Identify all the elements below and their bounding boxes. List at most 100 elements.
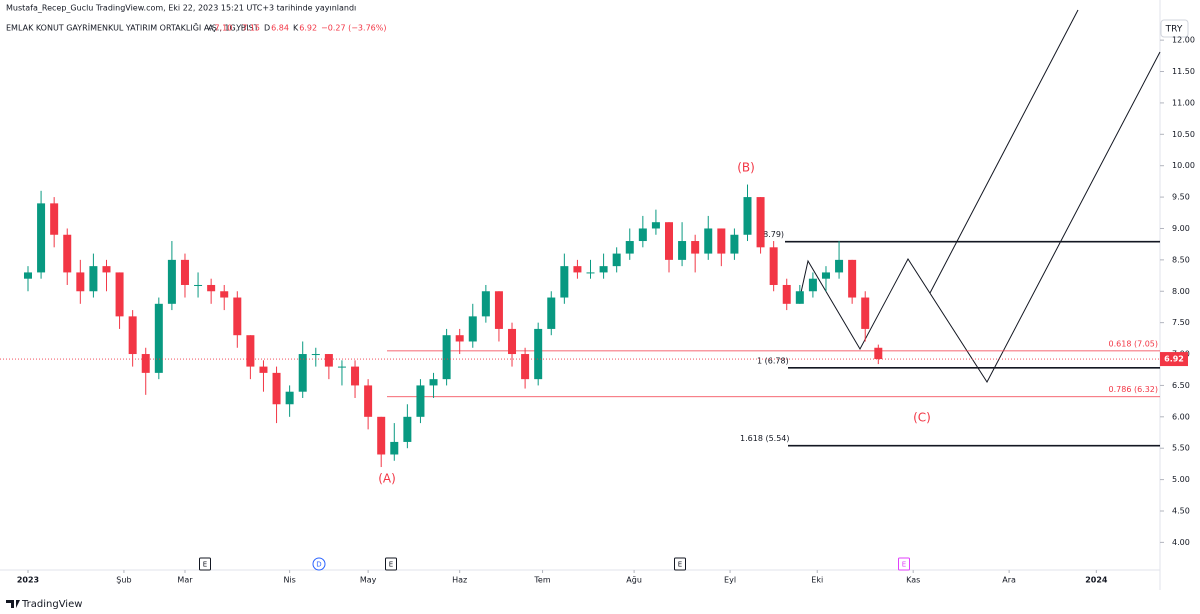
candle-body	[364, 385, 373, 417]
y-tick-label: 10.00	[1172, 161, 1195, 170]
candle-body	[638, 228, 647, 242]
candle-body	[351, 366, 360, 386]
candle-body	[612, 253, 621, 267]
y-tick-label: 12.00	[1172, 36, 1195, 45]
candle-body	[481, 291, 490, 317]
candle-body	[586, 272, 595, 274]
candle-body	[233, 297, 242, 336]
y-tick-label: 7.50	[1172, 318, 1190, 327]
candle-body	[494, 291, 503, 329]
wave-label: (C)	[913, 411, 931, 425]
y-tick-label: 9.50	[1172, 193, 1190, 202]
y-tick-label: 11.50	[1172, 67, 1195, 76]
y-tick-label: 9.00	[1172, 224, 1190, 233]
event-label: E	[678, 561, 682, 569]
candle-body	[743, 197, 752, 235]
candle-body	[455, 335, 464, 342]
symbol: EMLAK KONUT GAYRİMENKUL YATIRIM ORTAKLIĞ…	[6, 22, 259, 33]
event-marker	[898, 557, 910, 571]
fib-label: 1 (6.78)	[757, 356, 789, 365]
wave-label: (A)	[378, 472, 396, 486]
event-marker	[312, 557, 326, 571]
event-label: E	[902, 561, 906, 569]
candle-body	[23, 272, 32, 279]
candle-body	[115, 272, 124, 317]
ohlc-value: 7.15	[242, 24, 260, 33]
fib-label: 1.618 (5.54)	[740, 434, 790, 443]
last-price-tag	[1160, 352, 1188, 367]
y-tick-label: 5.50	[1172, 444, 1190, 453]
ohlc-key: Y	[235, 24, 241, 33]
publisher: Mustafa_Recep_Guclu TradingView.com, Eki…	[6, 4, 356, 13]
candle-body	[782, 284, 791, 304]
ohlc-value: 7.10	[214, 24, 232, 33]
x-tick-label: Ara	[1002, 576, 1016, 585]
x-tick-label: Mar	[177, 576, 193, 585]
candle-body	[534, 328, 543, 380]
fib-label: 0.786 (6.32)	[1109, 385, 1159, 394]
x-tick-label: Eyl	[724, 576, 736, 585]
candle-body	[468, 316, 477, 342]
candle-body	[808, 278, 817, 292]
x-tick-label: 2024	[1085, 576, 1108, 585]
candle-body	[835, 259, 844, 273]
candle-body	[547, 297, 556, 329]
candle-body	[337, 366, 346, 368]
candle-body	[89, 266, 98, 292]
candle-body	[50, 203, 59, 235]
ohlc-value: 6.84	[271, 24, 289, 33]
currency-box	[1160, 19, 1189, 38]
candle-body	[521, 354, 530, 380]
event-label: E	[203, 561, 207, 569]
candle-body	[259, 366, 268, 373]
y-tick-label: 4.50	[1172, 506, 1190, 515]
y-tick-label: 4.00	[1172, 538, 1190, 547]
candle-body	[730, 234, 739, 254]
candle-body	[416, 385, 425, 417]
x-tick-label: Eki	[811, 576, 823, 585]
candle-body	[194, 284, 203, 286]
candle-body	[664, 222, 673, 260]
y-tick-label: 8.00	[1172, 287, 1190, 296]
x-tick-label: Haz	[452, 576, 467, 585]
y-tick-label: 10.50	[1172, 130, 1195, 139]
ohlc-key: K	[293, 24, 299, 33]
brand: TradingView	[21, 599, 82, 610]
candle-body	[76, 272, 85, 292]
candle-body	[180, 259, 189, 285]
projection-line	[929, 9, 1079, 294]
candle-body	[167, 259, 176, 304]
candle-body	[704, 228, 713, 254]
x-tick-label: Kas	[906, 576, 920, 585]
candle-body	[403, 416, 412, 442]
candle-body	[141, 354, 150, 373]
candle-body	[756, 197, 765, 248]
candle-body	[390, 441, 399, 455]
event-label: E	[389, 561, 393, 569]
candle-body	[691, 241, 700, 254]
candle-body	[154, 303, 163, 373]
candle-body	[285, 391, 294, 405]
candle-body	[324, 354, 333, 367]
x-tick-label: Tem	[533, 576, 550, 585]
candle-body	[220, 291, 229, 298]
candle-body	[207, 284, 216, 292]
candle-body	[429, 379, 438, 386]
candle-body	[63, 234, 72, 273]
ohlc-legend: A 7.10 Y 7.15 D 6.84 K 6.92 −0.27 (−3.76%)	[208, 24, 386, 33]
candle-body	[573, 266, 582, 273]
candle-body	[651, 222, 660, 229]
currency: TRY	[1165, 25, 1183, 35]
candle-body	[848, 259, 857, 298]
brand-logo	[6, 600, 20, 608]
x-tick-label: May	[360, 576, 377, 585]
last-price: 6.92	[1164, 355, 1184, 364]
wave-label: (B)	[737, 161, 755, 175]
ohlc-key: A	[208, 24, 214, 33]
candle-body	[442, 335, 451, 380]
event-marker	[385, 557, 397, 571]
event-marker	[199, 557, 211, 571]
candle-body	[508, 328, 517, 355]
candle-body	[625, 241, 634, 254]
